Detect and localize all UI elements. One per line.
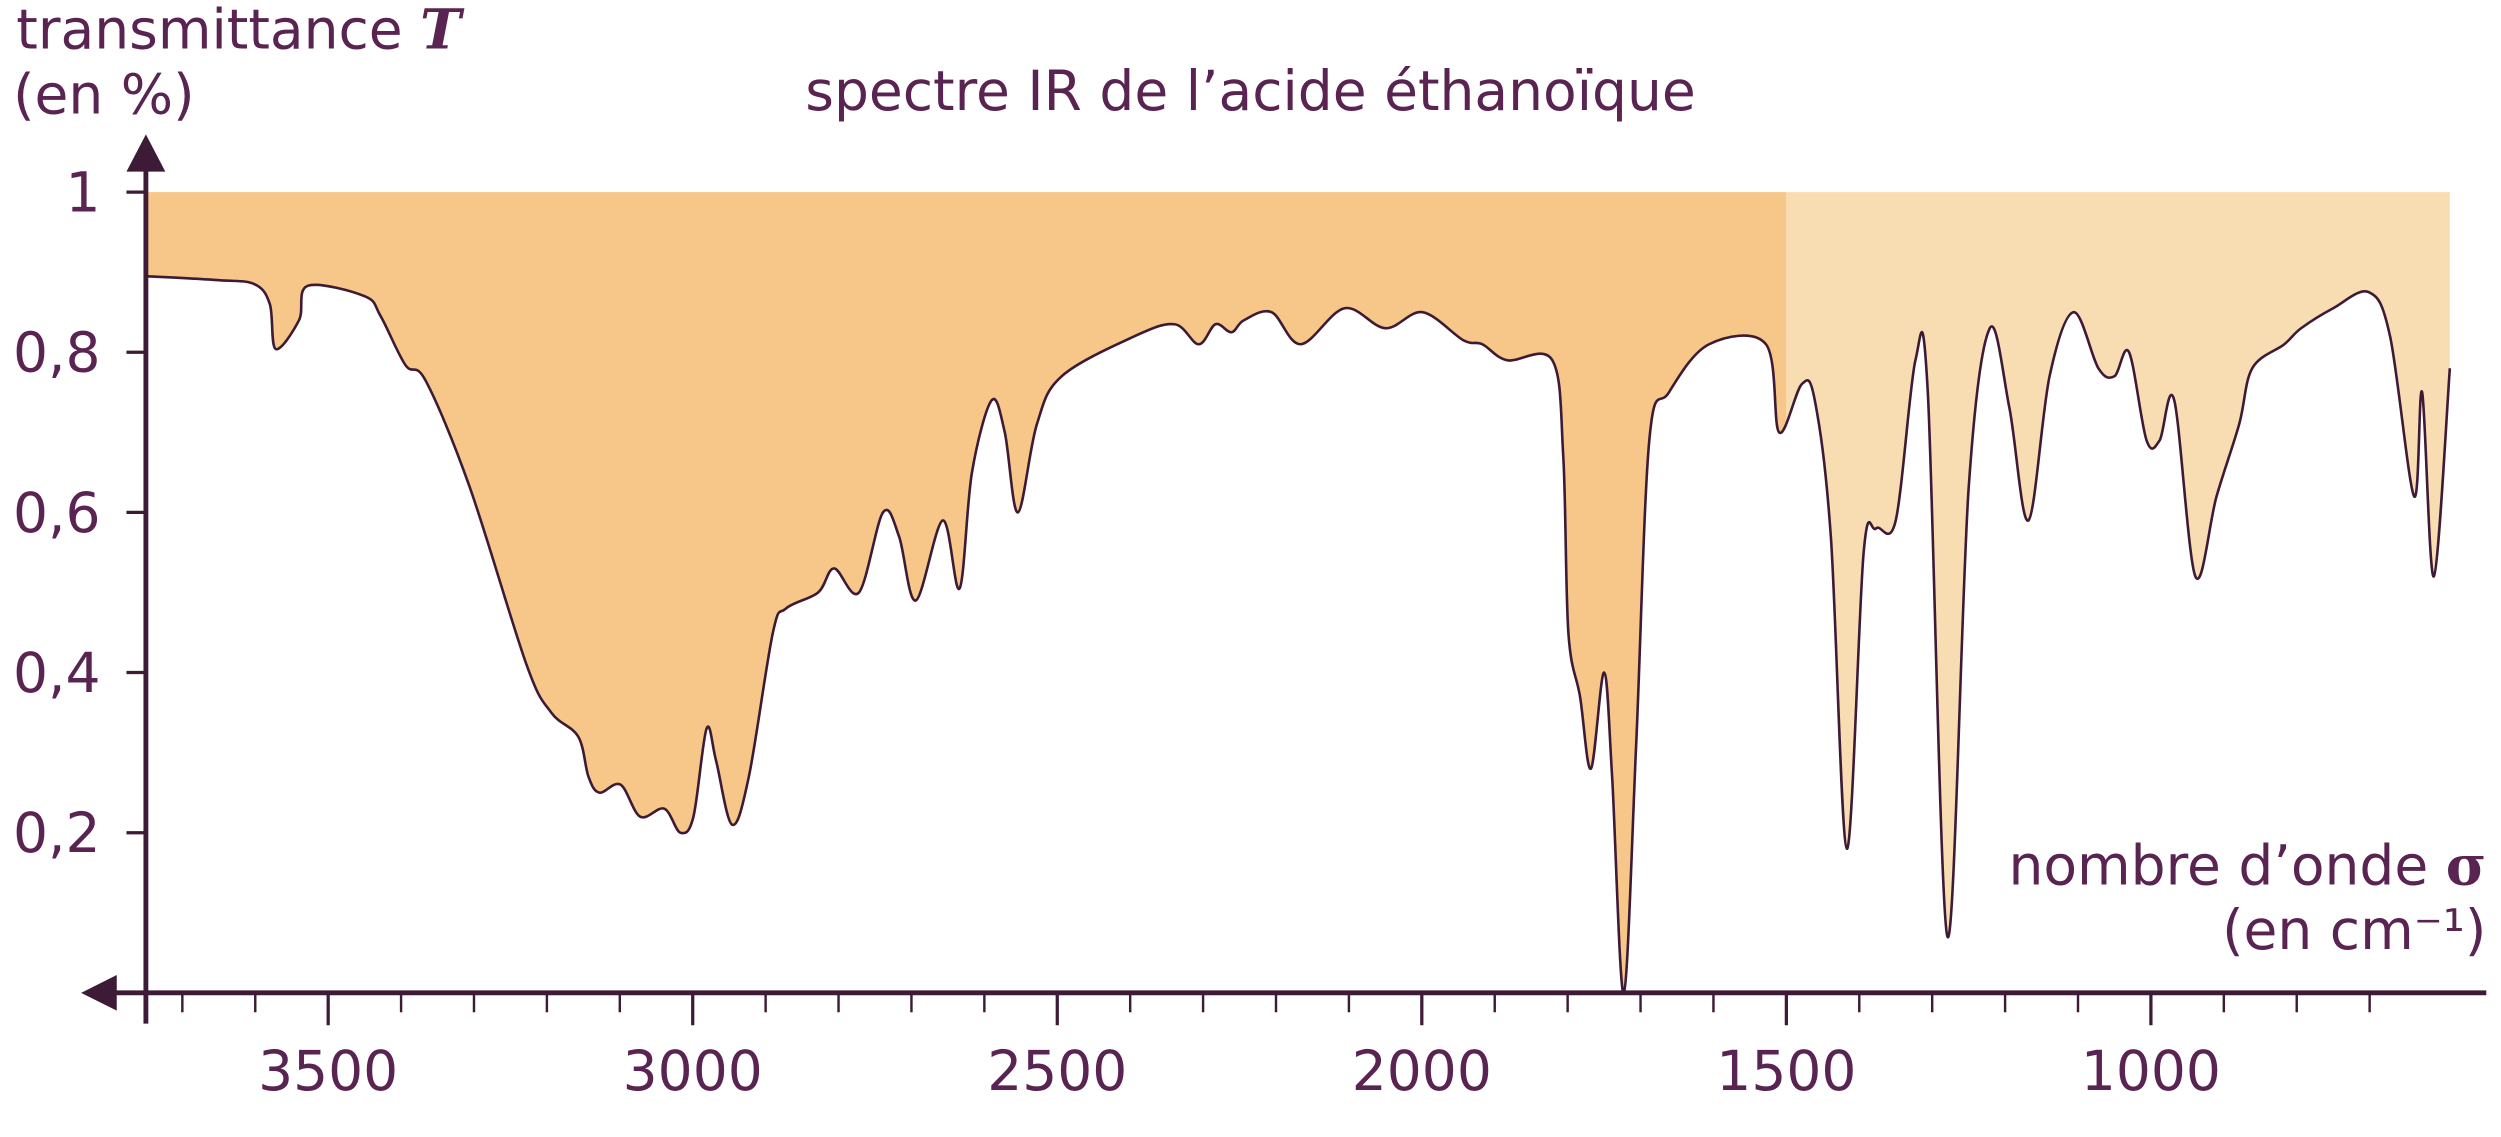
x-tick-label: 1000 [2081,1039,2221,1103]
y-tick-label: 0,8 [13,321,101,385]
y-axis-label: transmittance T [16,0,465,62]
x-tick-label: 2000 [1352,1039,1492,1103]
chart-title: spectre IR de l’acide éthanoïque [805,59,1695,123]
y-axis-label-text: transmittance [16,0,402,62]
y-tick-label: 0,6 [13,481,101,545]
y-tick-label: 1 [66,161,101,225]
plot: 0,2 0,4 0,6 0,8 1 3500 3000 2500 2000 1500 1000 [13,161,2452,1103]
y-axis-unit: (en %) [13,62,195,126]
y-tick-label: 0,4 [13,641,101,705]
x-axis-label: nombre d’onde σ [2008,832,2486,897]
x-axis-unit: (en cm⁻¹) [2222,898,2486,962]
x-tick-label: 3500 [258,1039,398,1103]
y-axis-symbol: T [420,0,465,62]
x-axis-symbol: σ [2446,832,2487,897]
y-tick-label: 0,2 [13,801,101,865]
spectrum-line [145,274,2452,995]
x-tick-label: 1500 [1716,1039,1856,1103]
y-axis-arrow [126,134,166,172]
x-axis-label-text: nombre d’onde [2008,833,2428,897]
x-tick-label: 3000 [623,1039,763,1103]
x-axis-arrow [81,975,117,1011]
shaded-region [145,192,1787,993]
x-tick-label: 2500 [987,1039,1127,1103]
